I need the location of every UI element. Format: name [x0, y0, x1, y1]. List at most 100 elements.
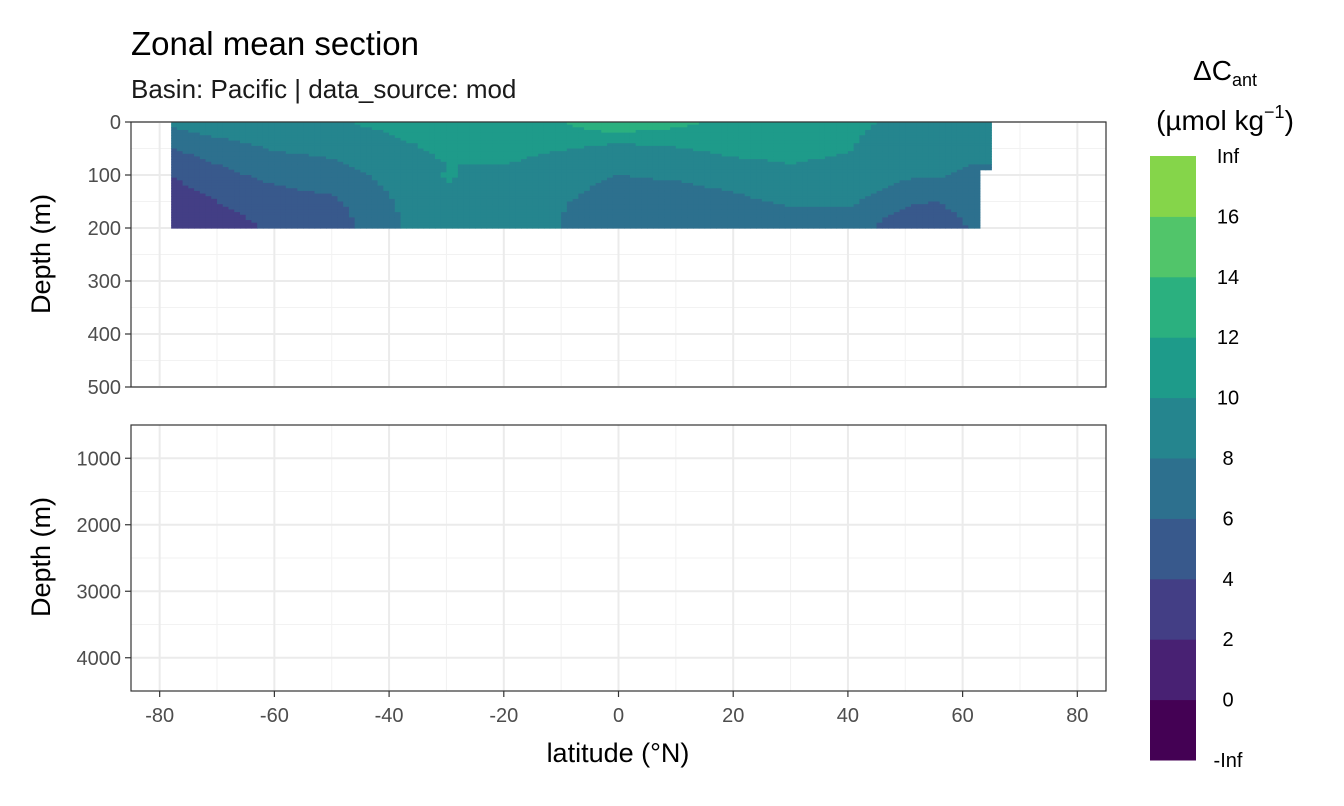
heatmap-cell: [607, 220, 614, 224]
heatmap-cell: [589, 204, 597, 208]
heatmap-cell: [658, 190, 665, 195]
heatmap-cell: [521, 225, 528, 229]
heatmap-cell: [693, 206, 700, 211]
heatmap-cell: [239, 188, 247, 192]
heatmap-cell: [836, 206, 843, 211]
heatmap-cell: [687, 214, 694, 218]
heatmap-cell: [498, 169, 505, 173]
heatmap-cell: [251, 145, 258, 150]
heatmap-cell: [222, 182, 230, 187]
heatmap-cell: [205, 151, 212, 155]
heatmap-cell: [756, 156, 763, 160]
heatmap-cell: [624, 212, 631, 216]
heatmap-cell: [194, 209, 201, 213]
heatmap-cell: [767, 156, 774, 160]
heatmap-cell: [469, 209, 476, 213]
heatmap-cell: [251, 217, 258, 221]
heatmap-cell: [790, 190, 797, 195]
heatmap-cell: [463, 177, 470, 181]
heatmap-cell: [796, 129, 803, 134]
heatmap-cell: [779, 135, 786, 139]
heatmap-cell: [859, 206, 866, 211]
heatmap-cell: [498, 222, 505, 226]
heatmap-cell: [412, 225, 419, 229]
heatmap-cell: [704, 124, 711, 128]
heatmap-cell: [647, 206, 654, 211]
heatmap-cell: [796, 140, 803, 144]
heatmap-cell: [566, 137, 574, 142]
heatmap-cell: [658, 132, 665, 136]
heatmap-cell: [469, 175, 476, 179]
heatmap-cell: [486, 159, 493, 163]
heatmap-cell: [176, 122, 184, 126]
heatmap-cell: [607, 137, 614, 142]
heatmap-cell: [199, 161, 207, 165]
heatmap-cell: [503, 212, 511, 216]
heatmap-cell: [727, 209, 734, 213]
heatmap-cell: [429, 201, 436, 205]
heatmap-cell: [566, 122, 574, 126]
heatmap-cell: [245, 129, 253, 134]
heatmap-cell: [555, 182, 562, 187]
heatmap-cell: [675, 148, 683, 152]
heatmap-cell: [595, 222, 602, 226]
heatmap-cell: [360, 129, 367, 134]
heatmap-cell: [463, 122, 470, 126]
heatmap-cell: [847, 167, 855, 171]
heatmap-cell: [515, 177, 522, 181]
heatmap-cell: [406, 185, 413, 189]
heatmap-cell: [171, 214, 178, 218]
heatmap-cell: [337, 135, 344, 139]
heatmap-cell: [618, 198, 625, 203]
heatmap-cell: [515, 169, 522, 173]
heatmap-cell: [475, 161, 482, 165]
heatmap-cell: [607, 145, 614, 150]
heatmap-cell: [589, 196, 597, 200]
heatmap-cell: [710, 148, 717, 152]
heatmap-cell: [423, 190, 430, 195]
heatmap-cell: [205, 182, 212, 187]
heatmap-cell: [635, 137, 643, 142]
heatmap-cell: [274, 127, 281, 131]
heatmap-cell: [452, 182, 459, 187]
heatmap-cell: [870, 167, 878, 171]
heatmap-cell: [647, 201, 654, 205]
heatmap-cell: [400, 212, 407, 216]
heatmap-cell: [337, 132, 344, 136]
heatmap-cell: [228, 212, 235, 216]
heatmap-cell: [412, 193, 419, 197]
heatmap-cell: [389, 180, 396, 184]
heatmap-cell: [417, 212, 425, 216]
heatmap-cell: [383, 140, 390, 144]
heatmap-cell: [245, 167, 253, 171]
heatmap-cell: [354, 167, 362, 171]
heatmap-cell: [389, 153, 396, 158]
heatmap-cell: [463, 124, 470, 128]
heatmap-cell: [262, 164, 270, 168]
heatmap-cell: [280, 124, 287, 128]
heatmap-cell: [607, 159, 614, 163]
heatmap-cell: [503, 177, 511, 181]
heatmap-cell: [773, 156, 780, 160]
heatmap-cell: [509, 151, 516, 155]
heatmap-cell: [217, 225, 224, 229]
heatmap-cell: [274, 180, 281, 184]
heatmap-cell: [377, 167, 384, 171]
heatmap-cell: [824, 177, 832, 181]
heatmap-cell: [853, 217, 860, 221]
heatmap-cell: [452, 129, 459, 134]
heatmap-cell: [865, 167, 872, 171]
heatmap-cell: [710, 204, 717, 208]
heatmap-cell: [675, 196, 683, 200]
heatmap-cell: [865, 145, 872, 150]
heatmap-cell: [303, 151, 310, 155]
heatmap-cell: [549, 129, 557, 134]
heatmap-cell: [629, 212, 637, 216]
heatmap-cell: [561, 172, 568, 176]
heatmap-cell: [406, 201, 413, 205]
heatmap-cell: [566, 212, 574, 216]
heatmap-cell: [561, 167, 568, 171]
heatmap-cell: [555, 201, 562, 205]
heatmap-cell: [687, 167, 694, 171]
heatmap-cell: [693, 140, 700, 144]
